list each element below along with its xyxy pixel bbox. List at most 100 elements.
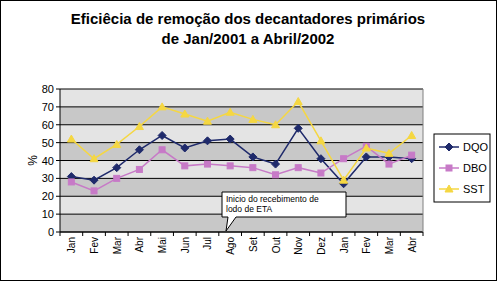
y-tick [56, 178, 60, 179]
point [409, 152, 415, 158]
point [226, 108, 234, 115]
y-tick-label: 50 [42, 137, 54, 149]
chart: Eficiêcia de remoção dos decantadores pr… [0, 0, 497, 281]
x-tick-label: Nov [293, 237, 304, 255]
point [181, 144, 189, 152]
point [272, 160, 280, 168]
x-tick [309, 232, 310, 236]
point [68, 179, 74, 185]
x-tick-label: Mar [112, 236, 123, 254]
x-tick [218, 232, 219, 236]
point [159, 147, 165, 153]
x-tick [241, 232, 242, 236]
point [158, 103, 166, 110]
point [113, 164, 121, 172]
y-axis [60, 89, 61, 232]
y-tick-label: 70 [42, 101, 54, 113]
plot-frame [423, 89, 424, 232]
point [341, 156, 347, 162]
x-tick-label: Abr [134, 236, 145, 252]
point [158, 131, 166, 139]
y-tick [56, 142, 60, 143]
point [249, 115, 257, 122]
x-tick-label: Fev [89, 237, 100, 254]
point [135, 123, 143, 130]
x-tick [400, 232, 401, 236]
x-tick [377, 232, 378, 236]
y-tick-label: 40 [42, 155, 54, 167]
series-line [71, 146, 411, 191]
y-tick-label: 60 [42, 119, 54, 131]
point [136, 166, 142, 172]
annotation-box [222, 192, 346, 231]
x-tick [150, 232, 151, 236]
x-tick [173, 232, 174, 236]
x-tick [60, 232, 61, 236]
x-tick [264, 232, 265, 236]
point [294, 124, 302, 132]
point [204, 161, 210, 167]
title: de Jan/2001 a Abril/2002 [162, 30, 335, 47]
title: Eficiêcia de remoção dos decantadores pr… [71, 10, 425, 27]
x-tick [196, 232, 197, 236]
point [250, 165, 256, 171]
point [182, 163, 188, 169]
point [408, 131, 416, 138]
plot-area [60, 89, 423, 232]
legend-marker [446, 165, 452, 171]
y-tick [56, 232, 60, 233]
legend: DQODBOSST [434, 134, 490, 202]
annotation: Inicio do recebimento de [226, 194, 319, 204]
point [340, 176, 348, 183]
point [385, 149, 393, 156]
point [294, 98, 302, 105]
y-tick [56, 124, 60, 125]
x-tick-label: Jan [66, 237, 77, 253]
x-tick-label: Out [271, 237, 282, 253]
legend-marker [445, 185, 453, 192]
point [386, 161, 392, 167]
y-tick [56, 106, 60, 107]
chart-frame [1, 1, 497, 281]
annotation: lodo de ETA [226, 204, 272, 214]
point [226, 135, 234, 143]
point [67, 135, 75, 142]
x-tick-label: Fev [361, 237, 372, 254]
grid-band [60, 125, 423, 143]
series-line [71, 102, 411, 181]
point [91, 188, 97, 194]
x-tick-label: Mai [157, 237, 168, 253]
x-tick [286, 232, 287, 236]
x-tick-label: Abr [407, 236, 418, 252]
legend-label: DQO [463, 141, 489, 153]
y-tick-label: 20 [42, 190, 54, 202]
grid-line [60, 106, 423, 107]
legend-marker [445, 143, 453, 151]
x-tick [128, 232, 129, 236]
y-tick [56, 160, 60, 161]
y-tick-label: 0 [48, 226, 54, 238]
point [181, 110, 189, 117]
x-tick [332, 232, 333, 236]
x-tick-label: Dez [316, 237, 327, 255]
grid-line [60, 89, 423, 90]
y-axis-label: % [26, 155, 40, 166]
x-tick-label: Jan [339, 237, 350, 253]
x-tick-label: Mar [384, 236, 395, 254]
x-tick-label: Jun [180, 237, 191, 253]
point [114, 175, 120, 181]
x-tick-label: Set [248, 237, 259, 252]
point [249, 153, 257, 161]
point [203, 117, 211, 124]
point [90, 155, 98, 162]
point [272, 121, 280, 128]
point [90, 176, 98, 184]
point [362, 144, 370, 151]
point [273, 172, 279, 178]
point [362, 153, 370, 161]
x-tick [354, 232, 355, 236]
point [113, 140, 121, 147]
point [227, 163, 233, 169]
x-tick [82, 232, 83, 236]
legend-label: DBO [463, 162, 487, 174]
